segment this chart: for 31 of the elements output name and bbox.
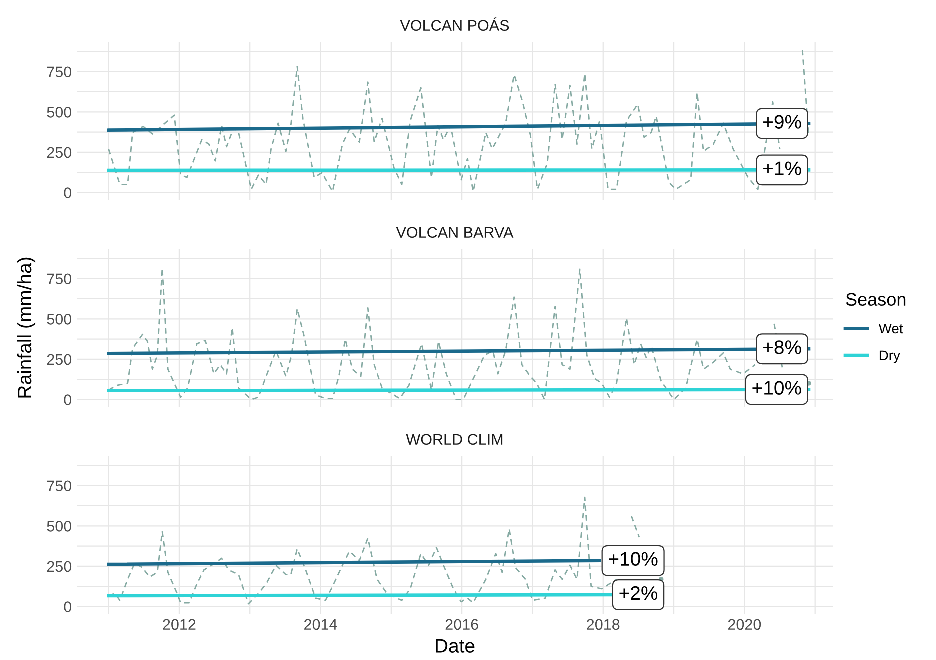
annotation: +10%: [609, 552, 658, 566]
y-tick-label: 500: [47, 314, 72, 325]
y-tick-label: 750: [47, 66, 72, 78]
legend-label: Wet: [878, 324, 904, 334]
x-tick-label: 2016: [446, 619, 478, 630]
y-tick-label: 250: [47, 147, 72, 158]
x-tick-label: 2014: [304, 619, 338, 630]
annotation: +1%: [764, 162, 802, 176]
y-tick-label: 0: [64, 602, 72, 612]
legend-title: Season: [846, 293, 906, 306]
annotation: +8%: [764, 340, 802, 354]
chart-title: WORLD CLIM: [406, 434, 503, 446]
x-tick-label: 2020: [728, 619, 762, 630]
y-tick-label: 500: [47, 521, 72, 532]
legend-label: Dry: [880, 350, 900, 364]
y-tick-label: 250: [47, 561, 72, 572]
y-tick-label: 750: [47, 274, 72, 285]
y-tick-label: 750: [47, 480, 72, 492]
y-tick-label: 0: [64, 188, 72, 198]
annotation: +10%: [752, 381, 802, 395]
y-tick-label: 250: [47, 354, 72, 366]
annotation: +9%: [764, 115, 802, 129]
chart-title: VOLCAN BARVA: [396, 227, 514, 238]
x-tick-label: 2018: [587, 619, 620, 630]
y-tick-label: 0: [64, 394, 72, 406]
y-tick-label: 500: [47, 107, 72, 118]
x-tick-label: 2012: [163, 619, 196, 630]
annotation: +2%: [620, 586, 658, 600]
y-axis-title: Rainfall (mm/ha): [17, 258, 36, 398]
chart-title: VOLCAN POÁS: [400, 18, 510, 32]
x-axis-title: Date: [436, 639, 475, 653]
